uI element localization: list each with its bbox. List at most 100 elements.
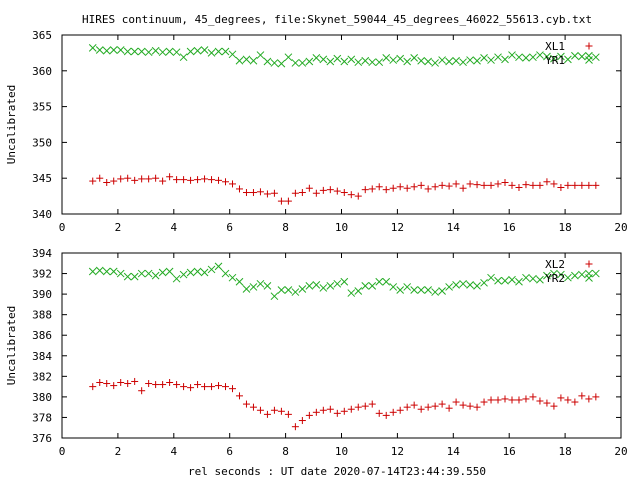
data-point [424, 57, 432, 66]
data-point [208, 383, 216, 391]
data-point [319, 406, 327, 414]
legend-marker [585, 42, 593, 50]
data-point [410, 54, 419, 62]
data-point [270, 189, 278, 197]
data-point [410, 401, 418, 409]
data-point [347, 55, 356, 64]
data-point [459, 184, 467, 192]
data-point [166, 379, 174, 386]
data-point [291, 59, 300, 67]
x-tick-label: 12 [391, 221, 404, 234]
data-point [326, 282, 335, 290]
data-point [326, 57, 335, 66]
data-point [578, 270, 586, 279]
data-point [298, 285, 307, 293]
data-point [187, 176, 195, 184]
data-point [417, 56, 426, 65]
x-tick-label: 0 [59, 221, 66, 234]
data-point [340, 189, 348, 197]
data-point [375, 409, 383, 417]
data-point [340, 407, 348, 415]
data-point [235, 56, 244, 65]
data-point [96, 174, 104, 182]
data-point [319, 284, 328, 292]
data-point [305, 57, 314, 66]
data-point [158, 268, 167, 277]
data-point [319, 186, 327, 194]
data-point [340, 277, 349, 286]
x-tick-label: 18 [558, 445, 571, 458]
data-point [235, 392, 243, 400]
data-point [228, 180, 236, 188]
legend-marker [585, 274, 593, 282]
data-point [480, 398, 488, 406]
data-point [438, 400, 446, 408]
data-point [222, 178, 230, 186]
x-tick-label: 8 [282, 221, 289, 234]
data-point [200, 268, 209, 277]
data-point [368, 282, 377, 290]
data-point [208, 176, 216, 184]
data-point [249, 189, 257, 197]
data-point [585, 395, 593, 403]
data-point [333, 54, 342, 63]
data-point [529, 53, 537, 62]
data-point [172, 48, 181, 57]
data-point [263, 410, 271, 418]
data-point [102, 267, 111, 276]
data-point [284, 286, 293, 294]
x-tick-label: 6 [226, 445, 233, 458]
x-axis-label: rel seconds : UT date 2020-07-14T23:44:3… [188, 465, 486, 478]
data-point [207, 49, 216, 57]
y-axis-label: Uncalibrated [5, 306, 18, 385]
data-point [326, 405, 334, 413]
data-point [152, 174, 160, 182]
data-point [117, 175, 125, 183]
data-point [138, 387, 146, 395]
y-tick-label: 378 [32, 411, 52, 424]
data-point [354, 403, 362, 411]
data-point [116, 269, 125, 278]
data-point [158, 48, 167, 57]
data-point [424, 185, 432, 193]
data-point [571, 398, 579, 406]
data-point [194, 381, 202, 389]
data-point [473, 56, 481, 65]
data-point [508, 181, 516, 189]
data-point [347, 289, 356, 297]
data-point [159, 381, 167, 389]
data-point [263, 282, 272, 290]
data-point [137, 269, 146, 278]
data-point [242, 55, 251, 64]
data-point [501, 55, 509, 64]
legend-label: XL1 [545, 40, 565, 53]
data-point [109, 46, 118, 54]
data-point [417, 181, 425, 189]
data-point [291, 189, 299, 197]
data-point [543, 271, 551, 280]
x-tick-label: 16 [503, 221, 516, 234]
data-point [501, 178, 509, 186]
data-point [431, 288, 439, 296]
y-tick-label: 360 [32, 65, 52, 78]
x-tick-label: 16 [503, 445, 516, 458]
data-point [487, 56, 495, 64]
data-point [389, 56, 398, 64]
data-point [557, 270, 565, 279]
data-point [263, 190, 271, 198]
data-point [277, 59, 286, 68]
data-point [591, 53, 600, 62]
data-point [173, 176, 181, 184]
data-point [110, 177, 118, 185]
series-yr2 [88, 262, 600, 301]
data-point [165, 267, 174, 276]
data-point [145, 380, 153, 388]
data-point [494, 276, 502, 285]
y-tick-label: 345 [32, 172, 52, 185]
data-point [550, 269, 558, 278]
data-point [172, 274, 181, 283]
data-point [298, 417, 306, 425]
data-point [417, 286, 426, 294]
data-point [466, 56, 474, 64]
